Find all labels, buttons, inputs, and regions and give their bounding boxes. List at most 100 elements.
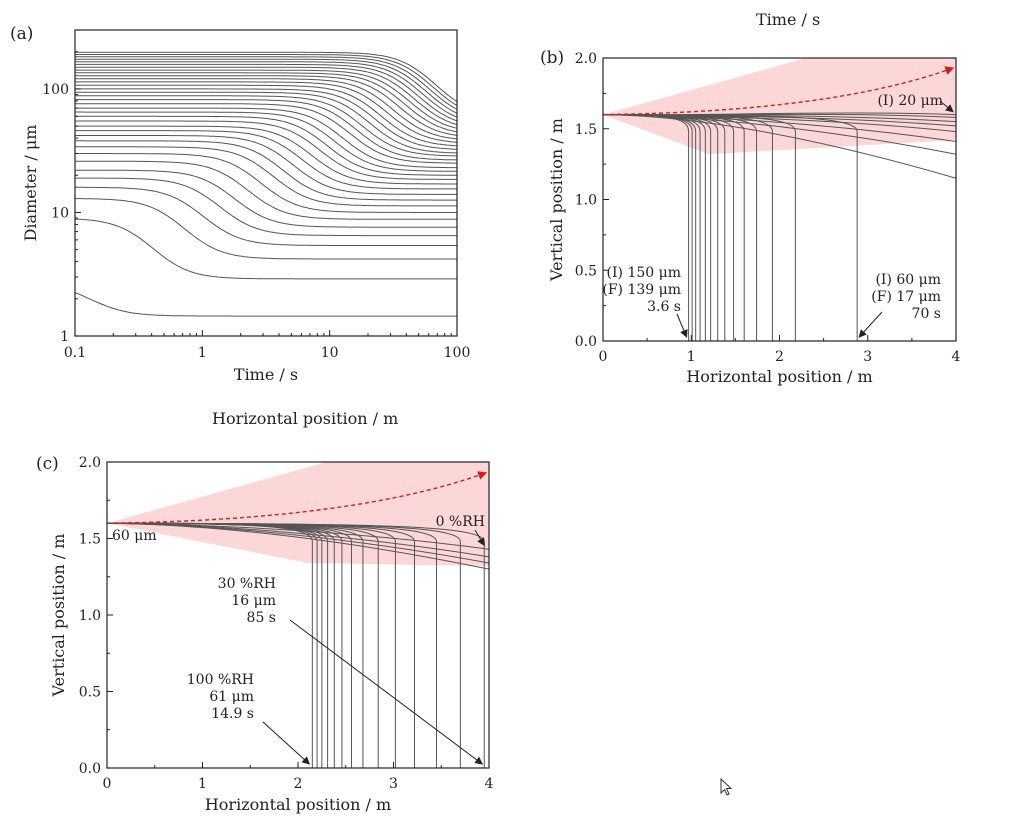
annotation-text: 14.9 s [211, 706, 254, 722]
diameter-curve [75, 72, 458, 133]
x-tick-label: 0 [599, 349, 608, 365]
y-tick-label: 0.5 [79, 685, 101, 701]
panel-b: 0 1 2 3 4 0.0 0.5 1.0 1.5 2.0 Horizontal position … [547, 51, 961, 386]
diameter-curve [75, 84, 458, 147]
diameter-curve [75, 51, 458, 103]
diameter-curve [75, 78, 458, 140]
x-axis-label: Time / s [234, 365, 298, 384]
diameter-curve [75, 58, 458, 114]
trajectory-line [602, 114, 957, 155]
diameter-curve [75, 88, 458, 150]
diameter-curve [75, 153, 457, 213]
annotation-text: 60 μm [112, 528, 157, 544]
y-tick-label: 10 [51, 205, 69, 221]
diameter-curve [75, 107, 458, 169]
annotation-text: (I) 150 μm [607, 265, 681, 281]
diameter-curve [75, 56, 458, 110]
red-dashed-arrow [602, 66, 955, 116]
annotation-text: (I) 20 μm [877, 93, 943, 109]
diameter-curve [75, 103, 457, 164]
x-axis-label: Horizontal position / m [205, 795, 391, 814]
diameter-curve [75, 99, 457, 161]
diameter-curve [75, 169, 457, 228]
diameter-curve [75, 160, 457, 220]
x-tick-label: 1 [198, 345, 207, 361]
annotation-arrow [289, 619, 484, 765]
y-tick-label: 1.0 [575, 193, 597, 209]
annotation-text: 30 %RH [218, 576, 276, 592]
y-tick-label: 1.0 [79, 608, 101, 624]
x-tick-label: 100 [444, 345, 471, 361]
x-tick-label: 2 [294, 776, 303, 792]
annotation-arrow [939, 100, 954, 113]
x-axis-label: Horizontal position / m [686, 367, 872, 386]
y-tick-label: 0.0 [79, 761, 101, 777]
x-tick-label: 3 [389, 776, 398, 792]
diameter-curve [75, 66, 458, 126]
diameter-curve [75, 115, 457, 176]
diameter-curve [75, 54, 458, 107]
x-tick-label: 0.1 [64, 345, 86, 361]
y-tick-label: 1.5 [575, 122, 597, 138]
diameter-curve [75, 75, 458, 136]
diameter-curve [75, 177, 457, 237]
diameter-curve [75, 140, 457, 201]
y-axis-label: Vertical position / m [49, 534, 68, 698]
trajectory-line [602, 114, 957, 179]
diameter-curve [75, 63, 458, 122]
panel-c: 0 1 2 3 4 0.0 0.5 1.0 1.5 2.0 Horizontal position … [49, 455, 494, 814]
spread-cone [107, 462, 489, 567]
diameter-curve [75, 95, 457, 157]
y-tick-label: 0.5 [575, 263, 597, 279]
y-tick-label: 2.0 [79, 455, 101, 471]
annotation-text: 61 μm [209, 689, 254, 705]
plot-frame [74, 29, 458, 337]
y-tick-label: 100 [42, 82, 69, 98]
trajectory-line [106, 522, 313, 768]
diameter-curve [75, 120, 457, 180]
panel-label-b: (b) [540, 48, 565, 68]
x-tick-label: 10 [321, 345, 339, 361]
floating-label-time: Time / s [756, 10, 821, 29]
diameter-curve [74, 292, 457, 317]
diameter-curve [75, 61, 458, 118]
diameter-curve [75, 81, 458, 143]
annotation-arrow [858, 311, 883, 338]
trajectory-line [106, 522, 323, 768]
diameter-curve [75, 146, 457, 207]
diameter-curve [75, 125, 457, 185]
diameter-curve [75, 130, 457, 190]
annotation-arrow [676, 313, 688, 338]
diameter-curve [74, 218, 457, 280]
y-axis-label: Vertical position / m [547, 118, 566, 282]
y-tick-label: 0.0 [575, 334, 597, 350]
annotation-text: (F) 17 μm [871, 289, 941, 305]
annotation-arrow [262, 721, 311, 765]
annotation-text: 100 %RH [187, 672, 254, 688]
x-tick-label: 3 [863, 349, 872, 365]
annotation-text: 3.6 s [647, 299, 681, 315]
annotation-arrow [474, 529, 485, 547]
annotation-text: 85 s [247, 610, 276, 626]
diameter-curve [75, 198, 457, 260]
y-tick-label: 2.0 [575, 51, 597, 67]
panel-label-c: (c) [36, 454, 59, 474]
diameter-curve [75, 135, 457, 195]
y-axis-label: Diameter / μm [21, 125, 40, 242]
trajectory-line [106, 522, 318, 768]
trajectory-line [106, 522, 490, 570]
x-tick-label: 1 [687, 349, 696, 365]
diameter-curve [75, 69, 458, 129]
annotation-text: 16 μm [231, 593, 276, 609]
diameter-curve [75, 186, 457, 246]
y-tick-label: 1 [60, 329, 69, 345]
y-tick-label: 1.5 [79, 532, 101, 548]
x-tick-label: 4 [952, 349, 961, 365]
diameter-curve [75, 111, 457, 172]
panel-label-a: (a) [10, 24, 34, 44]
floating-label-horizontal: Horizontal position / m [212, 409, 399, 428]
annotation-text: 70 s [912, 306, 941, 322]
red-dashed-arrow [106, 471, 488, 524]
